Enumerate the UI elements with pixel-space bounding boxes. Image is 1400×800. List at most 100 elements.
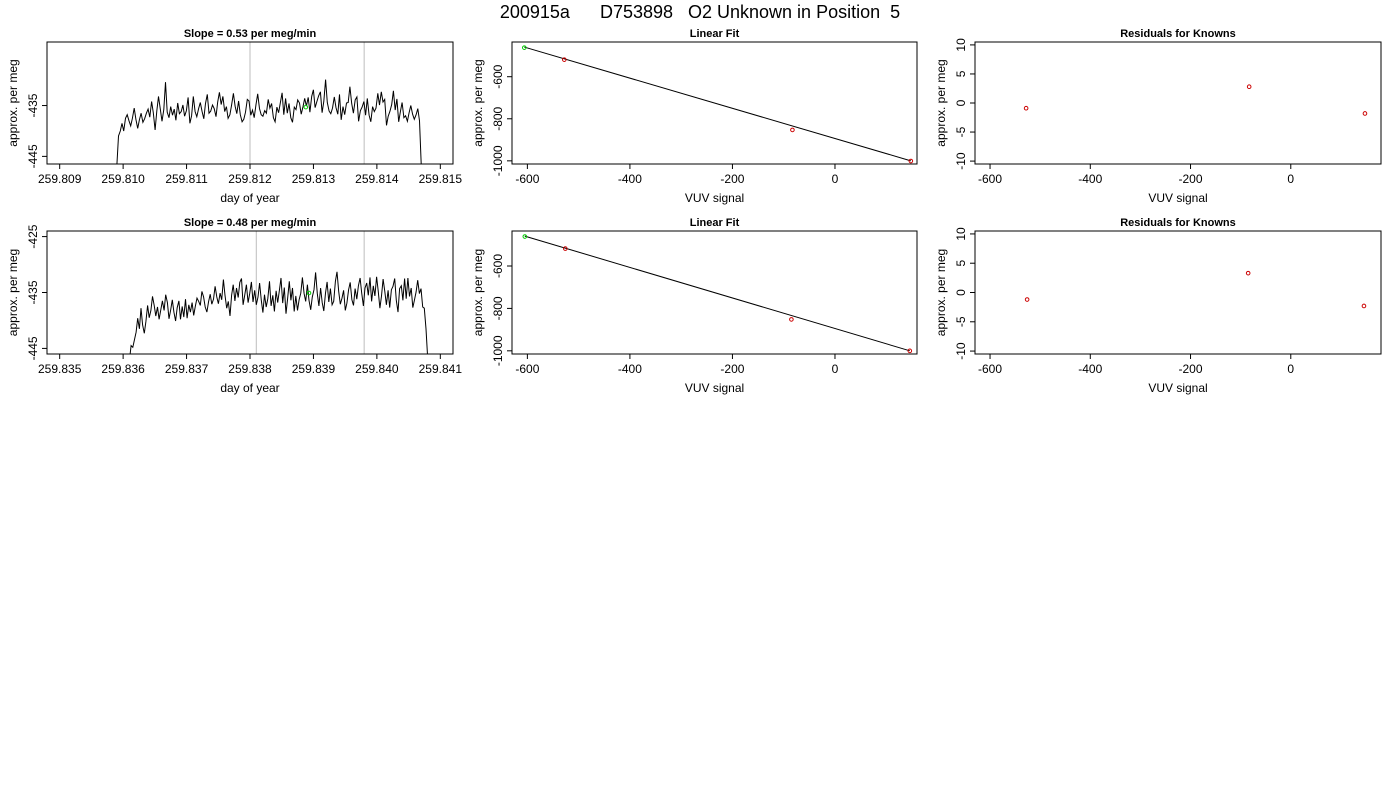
- y-axis-label: approx. per meg: [471, 59, 485, 146]
- chart-title: Residuals for Knowns: [1120, 28, 1236, 40]
- x-axis-label: VUV signal: [685, 191, 744, 205]
- x-tick-label: 259.838: [228, 362, 272, 376]
- chart-title: Linear Fit: [690, 28, 740, 40]
- y-tick-label: -5: [954, 316, 968, 327]
- data-point-red: [1023, 105, 1029, 111]
- x-tick-label: 259.840: [355, 362, 399, 376]
- data-point-red: [561, 57, 567, 62]
- y-tick-label: 5: [954, 260, 968, 267]
- data-point-green: [522, 234, 528, 239]
- data-point-red: [1361, 303, 1367, 309]
- x-tick-label: 0: [1287, 362, 1294, 376]
- x-tick-label: 259.837: [165, 362, 209, 376]
- chart-title: Linear Fit: [690, 217, 740, 229]
- y-tick-label: -10: [954, 342, 968, 360]
- x-tick-label: 259.841: [419, 362, 463, 376]
- x-tick-label: 259.836: [101, 362, 145, 376]
- y-tick-label: -445: [26, 144, 40, 168]
- x-tick-label: 0: [832, 172, 839, 186]
- y-tick-label: -600: [491, 64, 505, 88]
- x-axis-label: day of year: [220, 191, 279, 205]
- data-point-green: [306, 290, 312, 296]
- y-tick-label: -800: [491, 106, 505, 130]
- plot-frame: [511, 230, 918, 355]
- y-tick-label: -10: [954, 152, 968, 170]
- x-tick-label: 259.809: [38, 172, 82, 186]
- x-tick-label: -200: [720, 172, 744, 186]
- y-axis-label: approx. per meg: [6, 249, 20, 336]
- data-point-red: [789, 317, 794, 322]
- x-tick-label: -400: [1078, 172, 1102, 186]
- x-tick-label: 259.835: [38, 362, 82, 376]
- y-tick-label: -1000: [491, 145, 505, 176]
- chart-panel: Linear Fit -600 -400 -200 0 VUV signal -1000 -8…: [471, 28, 918, 205]
- chart-panel: Slope = 0.53 per meg/min 259.809 259.810 25…: [6, 28, 462, 205]
- chart-panel: Linear Fit -600 -400 -200 0 VUV signal -1000 -8…: [471, 217, 918, 395]
- series-line: [116, 79, 422, 164]
- data-point-red: [1024, 297, 1030, 302]
- y-tick-label: 10: [954, 38, 968, 52]
- y-axis-label: approx. per meg: [6, 59, 20, 146]
- x-axis-label: VUV signal: [685, 381, 744, 395]
- plot-area: [1023, 84, 1368, 116]
- x-tick-label: 259.812: [228, 172, 272, 186]
- y-tick-label: -425: [26, 224, 40, 248]
- x-tick-label: 0: [1287, 172, 1294, 186]
- plot-frame: [511, 41, 918, 165]
- x-tick-label: -600: [978, 172, 1002, 186]
- x-tick-label: 259.810: [101, 172, 145, 186]
- x-tick-label: -600: [978, 362, 1002, 376]
- y-tick-label: 10: [954, 227, 968, 241]
- x-tick-label: 259.839: [292, 362, 336, 376]
- x-tick-label: 259.811: [165, 172, 208, 186]
- fit-line: [524, 46, 911, 162]
- plot-area: [522, 45, 914, 164]
- chart-panel: Residuals for Knowns -600 -400 -200 0 VUV sig…: [934, 217, 1382, 395]
- x-tick-label: -200: [1179, 172, 1203, 186]
- data-point-green: [522, 45, 527, 50]
- data-point-red: [1362, 111, 1368, 116]
- y-axis-label: approx. per meg: [471, 249, 485, 336]
- x-axis-label: VUV signal: [1148, 381, 1207, 395]
- x-tick-label: -400: [618, 362, 642, 376]
- x-tick-label: -200: [720, 362, 744, 376]
- y-axis-label: approx. per meg: [934, 249, 948, 336]
- x-tick-label: -200: [1179, 362, 1203, 376]
- data-point-red: [1246, 84, 1252, 90]
- x-axis-label: VUV signal: [1148, 191, 1207, 205]
- y-axis-label: approx. per meg: [934, 59, 948, 146]
- plot-area: [522, 234, 913, 354]
- x-tick-label: -600: [515, 362, 539, 376]
- plot-area: [129, 271, 428, 354]
- page-title: 200915a D753898 O2 Unknown in Position 5: [499, 2, 901, 22]
- x-axis-label: day of year: [220, 381, 279, 395]
- y-tick-label: -435: [26, 93, 40, 117]
- y-tick-label: 5: [954, 70, 968, 77]
- x-tick-label: -600: [515, 172, 539, 186]
- fit-line: [524, 235, 910, 352]
- x-tick-label: -400: [618, 172, 642, 186]
- data-point-red: [907, 348, 913, 354]
- x-tick-label: 0: [832, 362, 839, 376]
- series-line: [129, 271, 428, 354]
- chart-panel: Residuals for Knowns -600 -400 -200 0 VUV sig…: [934, 28, 1382, 205]
- plot-frame: [974, 230, 1382, 355]
- chart-title: Slope = 0.53 per meg/min: [184, 28, 317, 40]
- plot-frame: [974, 41, 1382, 165]
- y-tick-label: -5: [954, 126, 968, 137]
- y-tick-label: -800: [491, 296, 505, 320]
- data-point-red: [563, 246, 568, 251]
- plot-area: [116, 79, 422, 164]
- y-tick-label: -1000: [491, 335, 505, 366]
- data-point-red: [1245, 270, 1251, 276]
- y-tick-label: -435: [26, 280, 40, 304]
- x-tick-label: 259.815: [419, 172, 463, 186]
- y-tick-label: -600: [491, 254, 505, 278]
- plot-area: [1024, 270, 1367, 309]
- chart-panel: Slope = 0.48 per meg/min 259.835 259.836 25…: [6, 217, 462, 395]
- data-point-red: [790, 127, 795, 133]
- y-tick-label: 0: [954, 289, 968, 296]
- chart-title: Slope = 0.48 per meg/min: [184, 217, 317, 229]
- y-tick-label: -445: [26, 336, 40, 360]
